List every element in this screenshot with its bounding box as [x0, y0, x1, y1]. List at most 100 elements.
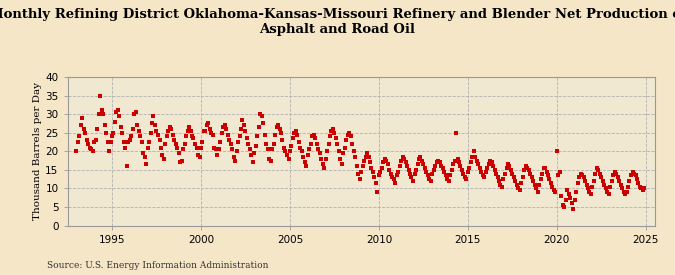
- Point: [92, 127, 103, 131]
- Point: [258, 121, 269, 126]
- Point: [87, 149, 98, 153]
- Point: [185, 129, 196, 133]
- Point: [519, 167, 530, 172]
- Point: [522, 166, 533, 170]
- Point: [392, 173, 402, 178]
- Point: [74, 134, 85, 139]
- Point: [364, 160, 375, 164]
- Point: [430, 164, 441, 168]
- Point: [581, 183, 592, 187]
- Point: [475, 166, 485, 170]
- Point: [234, 134, 245, 139]
- Point: [467, 155, 478, 159]
- Point: [394, 164, 405, 168]
- Point: [201, 123, 212, 127]
- Point: [626, 173, 637, 178]
- Point: [190, 142, 200, 146]
- Point: [317, 162, 328, 166]
- Point: [283, 156, 294, 161]
- Point: [544, 177, 555, 181]
- Point: [308, 132, 319, 137]
- Point: [264, 156, 275, 161]
- Point: [130, 110, 141, 114]
- Point: [377, 166, 387, 170]
- Point: [306, 134, 317, 139]
- Point: [333, 149, 344, 153]
- Point: [632, 177, 643, 181]
- Point: [415, 155, 426, 159]
- Point: [170, 142, 181, 146]
- Point: [451, 131, 462, 135]
- Point: [71, 149, 82, 153]
- Point: [387, 175, 398, 180]
- Point: [86, 147, 97, 152]
- Point: [528, 179, 539, 183]
- Point: [482, 166, 493, 170]
- Point: [550, 190, 561, 194]
- Point: [471, 158, 482, 163]
- Point: [615, 183, 626, 187]
- Point: [424, 177, 435, 181]
- Point: [439, 169, 450, 174]
- Point: [166, 127, 177, 131]
- Point: [256, 114, 267, 118]
- Point: [172, 145, 183, 150]
- Point: [534, 183, 545, 187]
- Point: [315, 151, 325, 155]
- Point: [179, 142, 190, 146]
- Point: [275, 131, 286, 135]
- Point: [101, 131, 111, 135]
- Point: [433, 158, 443, 163]
- Point: [513, 186, 524, 191]
- Point: [313, 147, 323, 152]
- Point: [218, 125, 229, 129]
- Point: [271, 125, 282, 129]
- Point: [142, 145, 153, 150]
- Point: [344, 131, 354, 135]
- Point: [288, 136, 298, 141]
- Point: [217, 131, 227, 135]
- Point: [154, 138, 165, 142]
- Point: [491, 171, 502, 176]
- Point: [602, 190, 613, 194]
- Point: [299, 160, 310, 164]
- Point: [80, 131, 90, 135]
- Point: [97, 108, 107, 113]
- Point: [461, 177, 472, 181]
- Point: [358, 158, 369, 163]
- Point: [375, 169, 385, 174]
- Point: [326, 129, 337, 133]
- Point: [423, 173, 433, 178]
- Point: [194, 155, 205, 159]
- Point: [620, 192, 630, 196]
- Point: [569, 197, 580, 202]
- Point: [636, 186, 647, 191]
- Point: [360, 155, 371, 159]
- Point: [403, 167, 414, 172]
- Point: [535, 177, 546, 181]
- Point: [132, 123, 142, 127]
- Point: [606, 179, 617, 183]
- Point: [250, 144, 261, 148]
- Point: [119, 140, 130, 144]
- Point: [117, 131, 128, 135]
- Point: [523, 167, 534, 172]
- Point: [348, 149, 359, 153]
- Point: [126, 134, 136, 139]
- Point: [205, 127, 215, 131]
- Point: [393, 169, 404, 174]
- Point: [622, 184, 633, 189]
- Point: [120, 145, 131, 150]
- Point: [242, 136, 252, 141]
- Point: [246, 153, 256, 157]
- Point: [356, 169, 367, 174]
- Point: [184, 125, 194, 129]
- Point: [350, 155, 360, 159]
- Point: [575, 171, 586, 176]
- Point: [289, 131, 300, 135]
- Point: [209, 145, 220, 150]
- Point: [197, 140, 208, 144]
- Point: [327, 127, 338, 131]
- Point: [587, 184, 598, 189]
- Point: [553, 173, 564, 178]
